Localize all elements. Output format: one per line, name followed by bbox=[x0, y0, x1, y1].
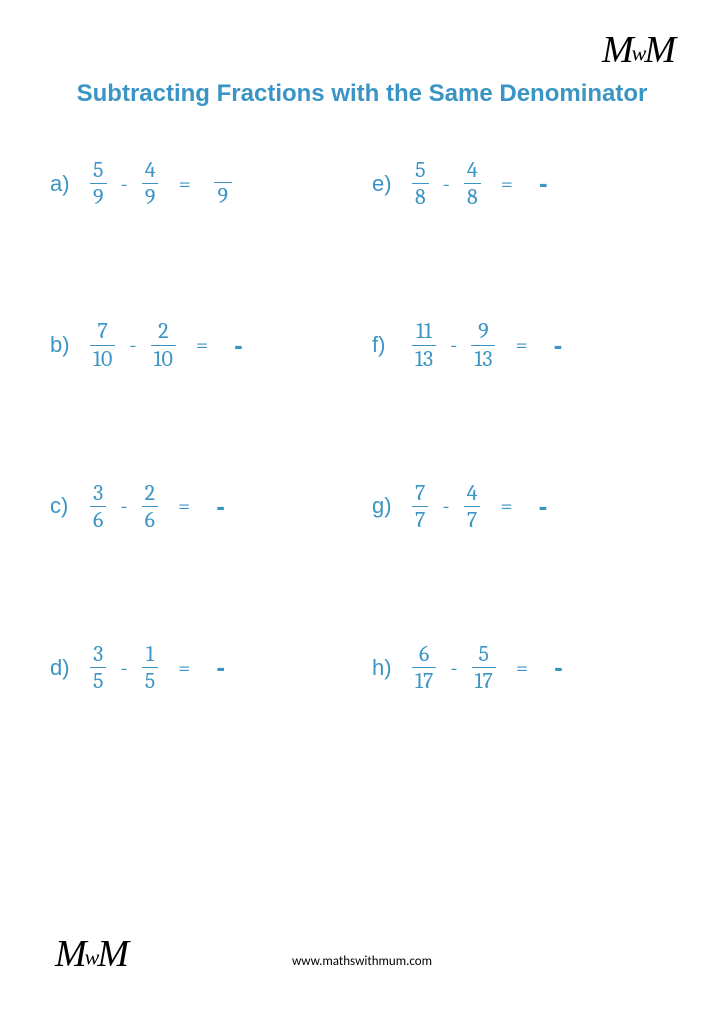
minus-operator: - bbox=[442, 493, 449, 519]
numerator-2: 2 bbox=[155, 319, 171, 344]
problem-h: h) 6 17 - 5 17 = - bbox=[372, 642, 674, 693]
fraction-1: 5 9 bbox=[90, 158, 107, 209]
fraction-2: 4 7 bbox=[464, 481, 481, 532]
problem-label: a) bbox=[50, 171, 74, 197]
problem-d: d) 3 5 - 1 5 = - bbox=[50, 642, 352, 693]
denominator-1: 10 bbox=[90, 345, 115, 371]
problem-label: h) bbox=[372, 655, 396, 681]
logo-m2: M bbox=[644, 29, 674, 71]
numerator-1: 6 bbox=[416, 642, 432, 667]
logo-w: w bbox=[632, 40, 645, 65]
problem-g: g) 7 7 - 4 7 = - bbox=[372, 481, 674, 532]
numerator-1: 7 bbox=[95, 319, 111, 344]
numerator-2: 4 bbox=[464, 158, 481, 183]
problem-label: c) bbox=[50, 493, 74, 519]
problems-grid: a) 5 9 - 4 9 = 9 e) 5 8 - 4 8 = - b) bbox=[40, 158, 684, 694]
denominator-1: 13 bbox=[412, 345, 436, 371]
fraction-2: 1 5 bbox=[142, 642, 158, 693]
numerator-1: 3 bbox=[90, 481, 106, 506]
numerator-1: 5 bbox=[90, 158, 106, 183]
logo-top: MwM bbox=[602, 28, 674, 72]
answer-dash: - bbox=[539, 491, 548, 522]
equals-sign: = bbox=[501, 171, 513, 197]
answer-denominator: 9 bbox=[215, 183, 231, 208]
fraction-2: 9 13 bbox=[471, 319, 495, 370]
problem-e: e) 5 8 - 4 8 = - bbox=[372, 158, 674, 209]
minus-operator: - bbox=[121, 171, 128, 197]
numerator-1: 3 bbox=[90, 642, 106, 667]
problem-label: g) bbox=[372, 493, 396, 519]
fraction-1: 3 5 bbox=[90, 642, 106, 693]
fraction-2: 2 10 bbox=[151, 319, 176, 370]
denominator-1: 7 bbox=[412, 506, 428, 532]
page-title: Subtracting Fractions with the Same Deno… bbox=[40, 80, 684, 108]
equals-sign: = bbox=[179, 171, 191, 197]
problem-a: a) 5 9 - 4 9 = 9 bbox=[50, 158, 352, 209]
numerator-2: 2 bbox=[142, 481, 158, 506]
numerator-1: 7 bbox=[412, 481, 428, 506]
minus-operator: - bbox=[450, 332, 457, 358]
denominator-1: 6 bbox=[90, 506, 106, 532]
equals-sign: = bbox=[516, 655, 528, 681]
answer-dash: - bbox=[554, 652, 563, 683]
answer-numerator-blank bbox=[215, 160, 231, 182]
fraction-1: 7 10 bbox=[90, 319, 115, 370]
numerator-2: 4 bbox=[464, 481, 481, 506]
problem-f: f) 11 13 - 9 13 = - bbox=[372, 319, 674, 370]
minus-operator: - bbox=[120, 493, 127, 519]
denominator-2: 6 bbox=[142, 506, 158, 532]
answer-dash: - bbox=[539, 168, 548, 199]
equals-sign: = bbox=[178, 655, 190, 681]
answer-dash: - bbox=[216, 652, 225, 683]
equals-sign: = bbox=[515, 332, 527, 358]
denominator-2: 17 bbox=[472, 667, 496, 693]
minus-operator: - bbox=[129, 332, 136, 358]
footer-url: www.mathswithmum.com bbox=[0, 954, 724, 969]
problem-b: b) 7 10 - 2 10 = - bbox=[50, 319, 352, 370]
fraction-1: 11 13 bbox=[412, 319, 436, 370]
minus-operator: - bbox=[450, 655, 457, 681]
numerator-2: 4 bbox=[142, 158, 159, 183]
denominator-2: 10 bbox=[151, 345, 176, 371]
fraction-2: 5 17 bbox=[472, 642, 496, 693]
numerator-2: 9 bbox=[475, 319, 492, 344]
problem-label: f) bbox=[372, 332, 396, 358]
fraction-1: 6 17 bbox=[412, 642, 436, 693]
equals-sign: = bbox=[196, 332, 208, 358]
denominator-1: 8 bbox=[412, 183, 429, 209]
fraction-1: 5 8 bbox=[412, 158, 429, 209]
numerator-1: 5 bbox=[412, 158, 428, 183]
numerator-2: 5 bbox=[475, 642, 491, 667]
problem-label: e) bbox=[372, 171, 396, 197]
equals-sign: = bbox=[178, 493, 190, 519]
problem-label: d) bbox=[50, 655, 74, 681]
minus-operator: - bbox=[120, 655, 127, 681]
denominator-2: 7 bbox=[464, 506, 480, 532]
fraction-1: 7 7 bbox=[412, 481, 428, 532]
answer-dash: - bbox=[554, 330, 563, 361]
problem-c: c) 3 6 - 2 6 = - bbox=[50, 481, 352, 532]
answer-blank: 9 bbox=[213, 160, 233, 208]
denominator-2: 5 bbox=[142, 667, 158, 693]
denominator-1: 5 bbox=[90, 667, 106, 693]
minus-operator: - bbox=[443, 171, 450, 197]
denominator-1: 17 bbox=[412, 667, 436, 693]
denominator-2: 8 bbox=[464, 183, 481, 209]
answer-dash: - bbox=[216, 491, 225, 522]
numerator-2: 1 bbox=[143, 642, 157, 667]
numerator-1: 11 bbox=[413, 319, 435, 344]
logo-m1: M bbox=[602, 29, 632, 71]
problem-label: b) bbox=[50, 332, 74, 358]
denominator-2: 9 bbox=[142, 183, 159, 209]
fraction-2: 2 6 bbox=[142, 481, 158, 532]
answer-dash: - bbox=[234, 330, 243, 361]
denominator-1: 9 bbox=[90, 183, 107, 209]
equals-sign: = bbox=[500, 493, 512, 519]
fraction-2: 4 9 bbox=[142, 158, 159, 209]
denominator-2: 13 bbox=[471, 345, 495, 371]
fraction-1: 3 6 bbox=[90, 481, 106, 532]
fraction-2: 4 8 bbox=[464, 158, 481, 209]
